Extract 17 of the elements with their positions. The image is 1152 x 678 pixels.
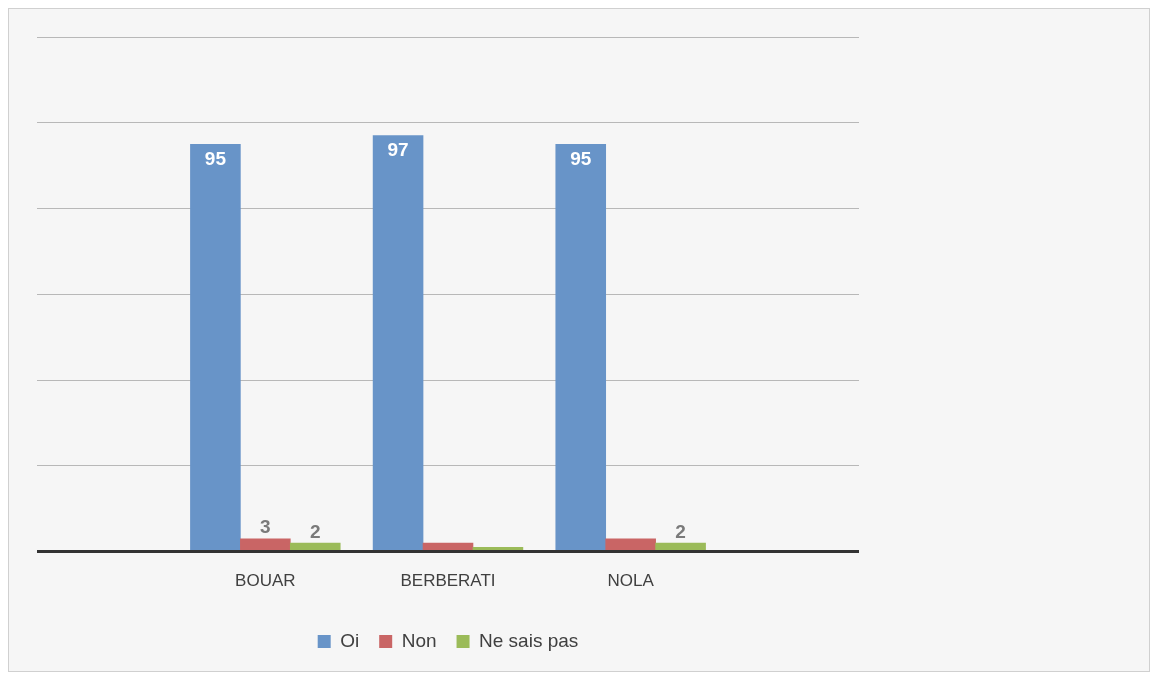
bar xyxy=(190,143,241,552)
data-label: 97 xyxy=(387,139,409,161)
data-label: 2 xyxy=(675,520,686,542)
data-label: 3 xyxy=(260,516,271,538)
bar xyxy=(372,135,424,552)
bar xyxy=(555,143,607,552)
bar xyxy=(240,538,291,552)
legend-label: Non xyxy=(401,629,437,651)
x-tick-label: BERBERATI xyxy=(400,571,496,591)
legend-label: Oi xyxy=(340,629,360,651)
x-tick-label: NOLA xyxy=(607,571,655,591)
data-label: 95 xyxy=(204,147,227,169)
bar xyxy=(605,538,656,552)
data-label: 95 xyxy=(570,147,592,169)
data-label: 2 xyxy=(309,520,321,542)
x-tick-label: BOUAR xyxy=(235,571,296,591)
legend-label: Ne sais pas xyxy=(479,629,579,651)
